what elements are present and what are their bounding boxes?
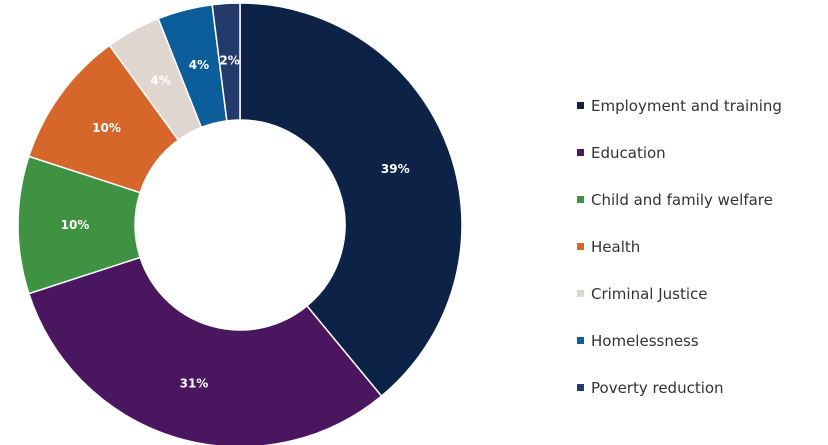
legend-swatch [577, 243, 584, 250]
slice-label-poverty-reduction: 2% [219, 53, 239, 67]
donut-slice-labels: 39% 31% 10% 10% 4% 4% 2% [61, 53, 410, 390]
slice-label-criminal-justice: 4% [150, 73, 170, 87]
slice-label-health: 10% [92, 121, 121, 135]
slice-employment-and-training [239, 2, 463, 398]
slice-label-homelessness: 4% [189, 58, 209, 72]
slice-label-education: 31% [180, 376, 209, 390]
legend-item-education: Education [577, 129, 782, 176]
legend-label: Child and family welfare [591, 190, 773, 209]
legend-swatch [577, 102, 584, 109]
slice-label-child-and-family-welfare: 10% [61, 218, 90, 232]
legend-label: Criminal Justice [591, 284, 708, 303]
legend-item-poverty-reduction: Poverty reduction [577, 364, 782, 411]
legend-swatch [577, 337, 584, 344]
legend-item-homelessness: Homelessness [577, 317, 782, 364]
slice-label-employment-and-training: 39% [381, 162, 410, 176]
legend-label: Health [591, 237, 641, 256]
legend-swatch [577, 384, 584, 391]
legend-swatch [577, 196, 584, 203]
legend-item-health: Health [577, 223, 782, 270]
legend-swatch [577, 149, 584, 156]
legend-item-criminal-justice: Criminal Justice [577, 270, 782, 317]
legend-item-employment-and-training: Employment and training [577, 82, 782, 129]
legend-label: Poverty reduction [591, 378, 724, 397]
donut-slices [17, 2, 463, 445]
slice-poverty-reduction [211, 2, 241, 122]
legend-swatch [577, 290, 584, 297]
legend-label: Employment and training [591, 96, 782, 115]
legend-label: Homelessness [591, 331, 699, 350]
legend-item-child-and-family-welfare: Child and family welfare [577, 176, 782, 223]
legend-label: Education [591, 143, 666, 162]
chart-legend: Employment and training Education Child an… [577, 82, 782, 411]
